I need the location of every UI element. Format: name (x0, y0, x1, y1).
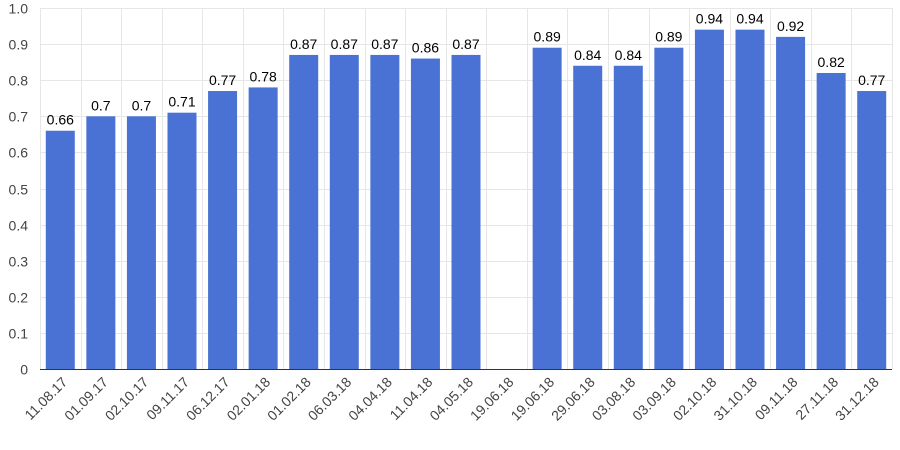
x-axis-tick-labels: 11.08.1701.09.1702.10.1709.11.1706.12.17… (21, 374, 882, 424)
x-tick-label: 31.10.18 (710, 374, 760, 424)
x-tick-label: 02.01.18 (223, 374, 273, 424)
bar (329, 54, 359, 370)
bar (126, 116, 156, 369)
bar (857, 91, 887, 369)
data-label: 0.82 (818, 54, 845, 70)
data-label: 0.87 (371, 36, 398, 52)
data-label: 0.77 (858, 72, 885, 88)
data-label: 0.87 (290, 36, 317, 52)
bar (208, 91, 238, 369)
bar (248, 87, 278, 370)
bar (532, 47, 562, 370)
x-tick-label: 01.02.18 (264, 374, 314, 424)
x-tick-label: 29.06.18 (548, 374, 598, 424)
x-tick-label: 03.08.18 (589, 374, 639, 424)
y-tick-label: 0.6 (9, 145, 29, 161)
x-tick-label: 19.06.18 (467, 374, 517, 424)
bar (45, 130, 75, 369)
bar (694, 29, 724, 369)
data-label: 0.7 (132, 97, 152, 113)
x-tick-label: 04.04.18 (345, 374, 395, 424)
data-label: 0.86 (412, 40, 439, 56)
y-tick-label: 0.1 (9, 326, 29, 342)
data-label: 0.84 (574, 47, 601, 63)
bar (816, 72, 846, 369)
y-tick-label: 0.5 (9, 182, 29, 198)
y-tick-label: 0.9 (9, 37, 29, 53)
bar (370, 54, 400, 370)
x-tick-label: 06.03.18 (305, 374, 355, 424)
x-tick-label: 06.12.17 (183, 374, 233, 424)
data-label: 0.66 (47, 112, 74, 128)
x-tick-label: 01.09.17 (61, 374, 111, 424)
bar (451, 54, 481, 370)
x-tick-label: 09.11.18 (752, 374, 801, 423)
data-label: 0.92 (777, 18, 804, 34)
y-tick-label: 0.8 (9, 73, 29, 89)
y-tick-label: 0 (20, 362, 28, 378)
bar (654, 47, 684, 370)
y-tick-label: 0.4 (9, 218, 29, 234)
y-tick-label: 0.7 (9, 109, 29, 125)
data-label: 0.84 (615, 47, 642, 63)
bar (167, 112, 197, 369)
data-label: 0.89 (655, 29, 682, 45)
x-tick-label: 03.09.18 (629, 374, 679, 424)
data-label: 0.87 (452, 36, 479, 52)
x-tick-label: 19.06.18 (507, 374, 557, 424)
data-label: 0.77 (209, 72, 236, 88)
y-tick-label: 0.3 (9, 254, 29, 270)
data-label: 0.89 (534, 29, 561, 45)
data-label: 0.7 (91, 97, 111, 113)
data-label: 0.94 (736, 11, 763, 27)
bar (613, 65, 643, 369)
data-label: 0.71 (168, 94, 195, 110)
x-tick-label: 02.10.18 (670, 374, 720, 424)
bar (86, 116, 116, 369)
x-tick-label: 04.05.18 (426, 374, 476, 424)
bar (776, 36, 806, 369)
bar (573, 65, 603, 369)
data-labels: 0.66 0.7 0.7 0.71 0.77 0.78 0.87 0.87 0.87 0.86 0.… (47, 11, 886, 128)
y-tick-label: 1.0 (9, 1, 29, 17)
y-axis-tick-labels: 0 0.1 0.2 0.3 0.4 0.5 0.6 0.7 0.8 0.9 1.0 (9, 1, 29, 378)
x-tick-label: 31.12.18 (832, 374, 882, 424)
bar (289, 54, 319, 370)
x-tick-label: 02.10.17 (102, 374, 152, 424)
data-label: 0.78 (250, 68, 277, 84)
y-tick-label: 0.2 (9, 290, 29, 306)
data-label: 0.87 (331, 36, 358, 52)
bar (735, 29, 765, 369)
data-label: 0.94 (696, 11, 723, 27)
bar (410, 58, 440, 369)
bars (45, 29, 887, 370)
